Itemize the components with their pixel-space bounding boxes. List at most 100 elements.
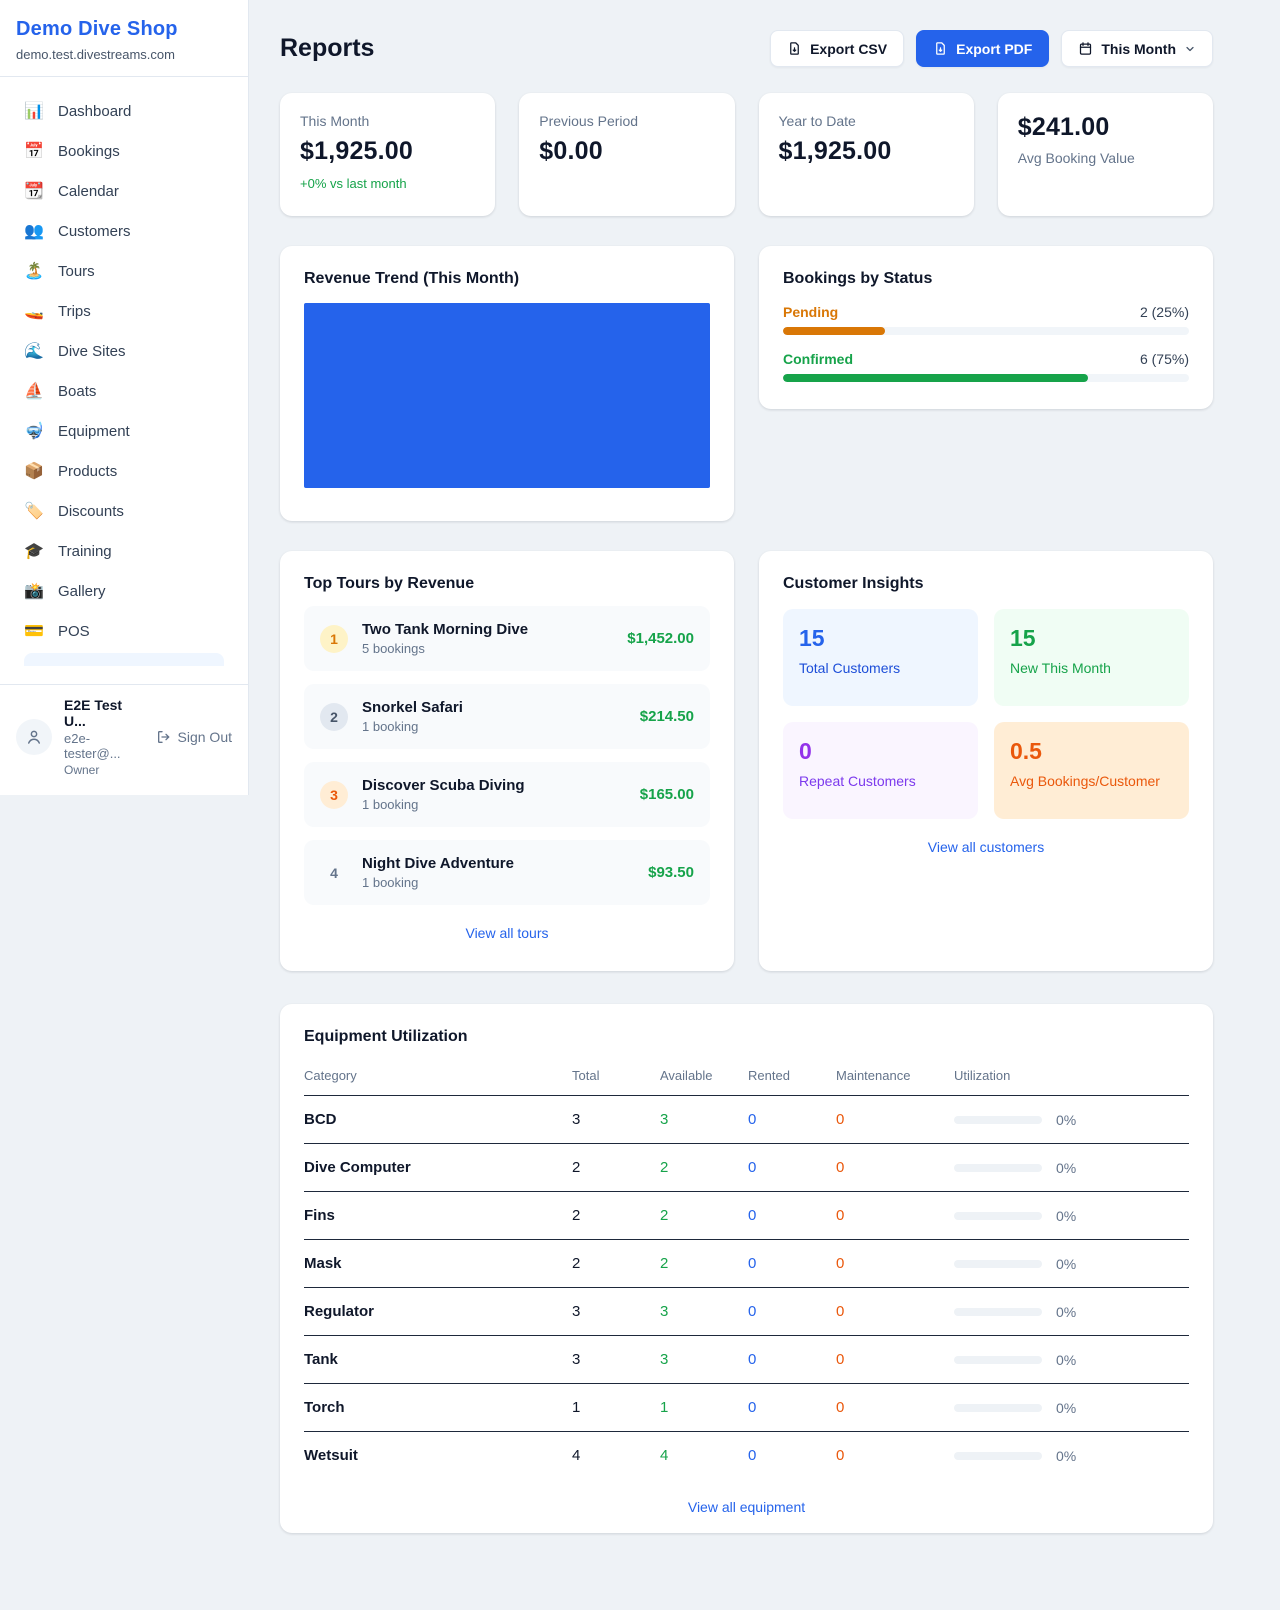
equipment-table: Category Total Available Rented Maintena… bbox=[304, 1060, 1189, 1479]
rank-badge: 4 bbox=[330, 864, 338, 881]
utilization-bar bbox=[954, 1211, 1042, 1220]
tour-row: 2 Snorkel Safari 1 booking $214.50 bbox=[304, 684, 710, 749]
utilization-bar bbox=[954, 1355, 1042, 1364]
user-panel: E2E Test U... e2e-tester@... Owner Sign … bbox=[0, 684, 248, 795]
view-all-customers-link[interactable]: View all customers bbox=[927, 839, 1045, 855]
sidebar-item-equipment[interactable]: 🤿 Equipment bbox=[24, 422, 130, 441]
header-actions: Export CSV Export PDF This Month bbox=[770, 30, 1213, 67]
insight-tiles: 15 Total Customers 15 New This Month 0 R… bbox=[783, 609, 1189, 819]
island-icon: 🏝️ bbox=[24, 263, 44, 280]
graduation-cap-icon: 🎓 bbox=[24, 543, 44, 560]
credit-card-icon: 💳 bbox=[24, 623, 44, 640]
camera-icon: 📸 bbox=[24, 583, 44, 600]
stat-card-this-month: This Month $1,925.00 +0% vs last month bbox=[280, 93, 496, 216]
export-csv-button[interactable]: Export CSV bbox=[770, 30, 905, 67]
calendar-icon bbox=[1080, 42, 1092, 55]
top-tours-title: Top Tours by Revenue bbox=[304, 575, 475, 592]
table-row: Regulator 3 3 0 0 0% bbox=[304, 1287, 1189, 1336]
utilization-bar bbox=[954, 1115, 1042, 1124]
tour-row: 3 Discover Scuba Diving 1 booking $165.00 bbox=[304, 762, 710, 827]
brand-block: Demo Dive Shop demo.test.divestreams.com bbox=[0, 0, 248, 77]
tile-repeat-customers: 0 Repeat Customers bbox=[783, 722, 978, 819]
tear-off-calendar-icon: 📆 bbox=[24, 183, 44, 200]
people-icon: 👥 bbox=[24, 223, 44, 240]
chevron-down-icon bbox=[1186, 46, 1194, 51]
sidebar-item-training[interactable]: 🎓 Training bbox=[24, 542, 112, 561]
pending-bar-fill bbox=[783, 327, 885, 335]
table-row: Wetsuit 4 4 0 0 0% bbox=[304, 1447, 1077, 1464]
sidebar: Demo Dive Shop demo.test.divestreams.com… bbox=[0, 0, 249, 795]
sidebar-item-boats[interactable]: ⛵ Boats bbox=[24, 382, 97, 401]
user-role: Owner bbox=[64, 763, 100, 777]
sailboat-icon: ⛵ bbox=[24, 383, 44, 400]
rank-badge: 3 bbox=[320, 780, 348, 809]
person-icon bbox=[28, 730, 40, 744]
main-content: Reports Export CSV Export PDF This Month… bbox=[280, 0, 1213, 1533]
sidebar-item-bookings[interactable]: 📅 Bookings bbox=[24, 142, 120, 161]
top-tours-card: Top Tours by Revenue 1 Two Tank Morning … bbox=[280, 551, 734, 971]
shop-name: Demo Dive Shop bbox=[16, 18, 178, 40]
stat-card-previous-period: Previous Period $0.00 bbox=[519, 93, 735, 216]
export-pdf-button[interactable]: Export PDF bbox=[916, 30, 1050, 67]
user-name: E2E Test U... bbox=[64, 697, 123, 729]
sidebar-item-customers[interactable]: 👥 Customers bbox=[24, 222, 131, 241]
tour-row: 1 Two Tank Morning Dive 5 bookings $1,452… bbox=[304, 606, 710, 671]
bar-chart-icon: 📊 bbox=[24, 103, 44, 120]
rank-badge: 2 bbox=[320, 702, 348, 731]
stat-card-avg-booking-value: $241.00 Avg Booking Value bbox=[997, 93, 1213, 216]
pending-bar-track bbox=[783, 327, 1189, 335]
table-row: Torch 1 1 0 0 0% bbox=[304, 1383, 1189, 1432]
sign-out-button[interactable]: Sign Out bbox=[156, 729, 232, 745]
sidebar-item-products[interactable]: 📦 Products bbox=[24, 462, 118, 481]
user-email: e2e-tester@... bbox=[64, 731, 121, 761]
file-download-icon bbox=[936, 42, 945, 55]
sidebar-item-pos[interactable]: 💳 POS bbox=[24, 622, 90, 641]
view-all-equipment-link[interactable]: View all equipment bbox=[687, 1499, 806, 1515]
customer-insights-title: Customer Insights bbox=[783, 575, 924, 592]
revenue-trend-card: Revenue Trend (This Month) bbox=[280, 246, 734, 521]
page-title: Reports bbox=[280, 34, 375, 62]
tile-new-this-month: 15 New This Month bbox=[994, 609, 1189, 706]
table-row: BCD 3 3 0 0 0% bbox=[304, 1095, 1189, 1144]
tile-avg-bookings-customer: 0.5 Avg Bookings/Customer bbox=[994, 722, 1189, 819]
view-all-tours-link[interactable]: View all tours bbox=[465, 925, 549, 941]
sidebar-item-trips[interactable]: 🚤 Trips bbox=[24, 302, 91, 321]
stats-row: This Month $1,925.00 +0% vs last month P… bbox=[280, 93, 1213, 216]
insights-row: Top Tours by Revenue 1 Two Tank Morning … bbox=[280, 551, 1213, 971]
equipment-utilization-card: Equipment Utilization Category Total Ava… bbox=[280, 1004, 1213, 1533]
sidebar-item-calendar[interactable]: 📆 Calendar bbox=[24, 182, 119, 201]
tour-row: 4 Night Dive Adventure 1 booking $93.50 bbox=[304, 840, 710, 905]
stat-delta: +0% vs last month bbox=[300, 176, 407, 191]
charts-row: Revenue Trend (This Month) Bookings by S… bbox=[280, 246, 1213, 521]
utilization-bar bbox=[954, 1163, 1042, 1172]
status-row-confirmed: Confirmed 6 (75%) bbox=[783, 351, 1189, 382]
confirmed-bar-track bbox=[783, 374, 1189, 382]
user-meta: E2E Test U... e2e-tester@... Owner bbox=[64, 697, 144, 777]
utilization-bar bbox=[954, 1451, 1042, 1460]
utilization-bar bbox=[954, 1259, 1042, 1268]
table-row: Mask 2 2 0 0 0% bbox=[304, 1239, 1189, 1288]
customer-insights-card: Customer Insights 15 Total Customers 15 … bbox=[759, 551, 1213, 971]
sidebar-item-dive-sites[interactable]: 🌊 Dive Sites bbox=[24, 342, 126, 361]
page-header: Reports Export CSV Export PDF This Month bbox=[280, 30, 1213, 67]
tag-icon: 🏷️ bbox=[24, 503, 44, 520]
confirmed-bar-fill bbox=[783, 374, 1088, 382]
package-icon: 📦 bbox=[24, 463, 44, 480]
tile-total-customers: 15 Total Customers bbox=[783, 609, 978, 706]
calendar-icon: 📅 bbox=[24, 143, 44, 160]
wave-icon: 🌊 bbox=[24, 343, 44, 360]
table-row: Fins 2 2 0 0 0% bbox=[304, 1191, 1189, 1240]
period-dropdown[interactable]: This Month bbox=[1061, 30, 1213, 67]
utilization-bar bbox=[954, 1307, 1042, 1316]
bookings-by-status-card: Bookings by Status Pending 2 (25%) Confi… bbox=[759, 246, 1213, 409]
equipment-utilization-title: Equipment Utilization bbox=[304, 1028, 468, 1045]
sidebar-item-gallery[interactable]: 📸 Gallery bbox=[24, 582, 106, 601]
revenue-trend-chart bbox=[304, 303, 710, 488]
sidebar-item-dashboard[interactable]: 📊 Dashboard bbox=[24, 102, 132, 121]
sidebar-item-tours[interactable]: 🏝️ Tours bbox=[24, 262, 95, 281]
file-download-icon bbox=[790, 42, 799, 55]
bookings-by-status-title: Bookings by Status bbox=[783, 270, 933, 287]
sidebar-item-reports-partial[interactable] bbox=[24, 653, 224, 666]
status-row-pending: Pending 2 (25%) bbox=[783, 304, 1189, 335]
sidebar-item-discounts[interactable]: 🏷️ Discounts bbox=[24, 502, 124, 521]
